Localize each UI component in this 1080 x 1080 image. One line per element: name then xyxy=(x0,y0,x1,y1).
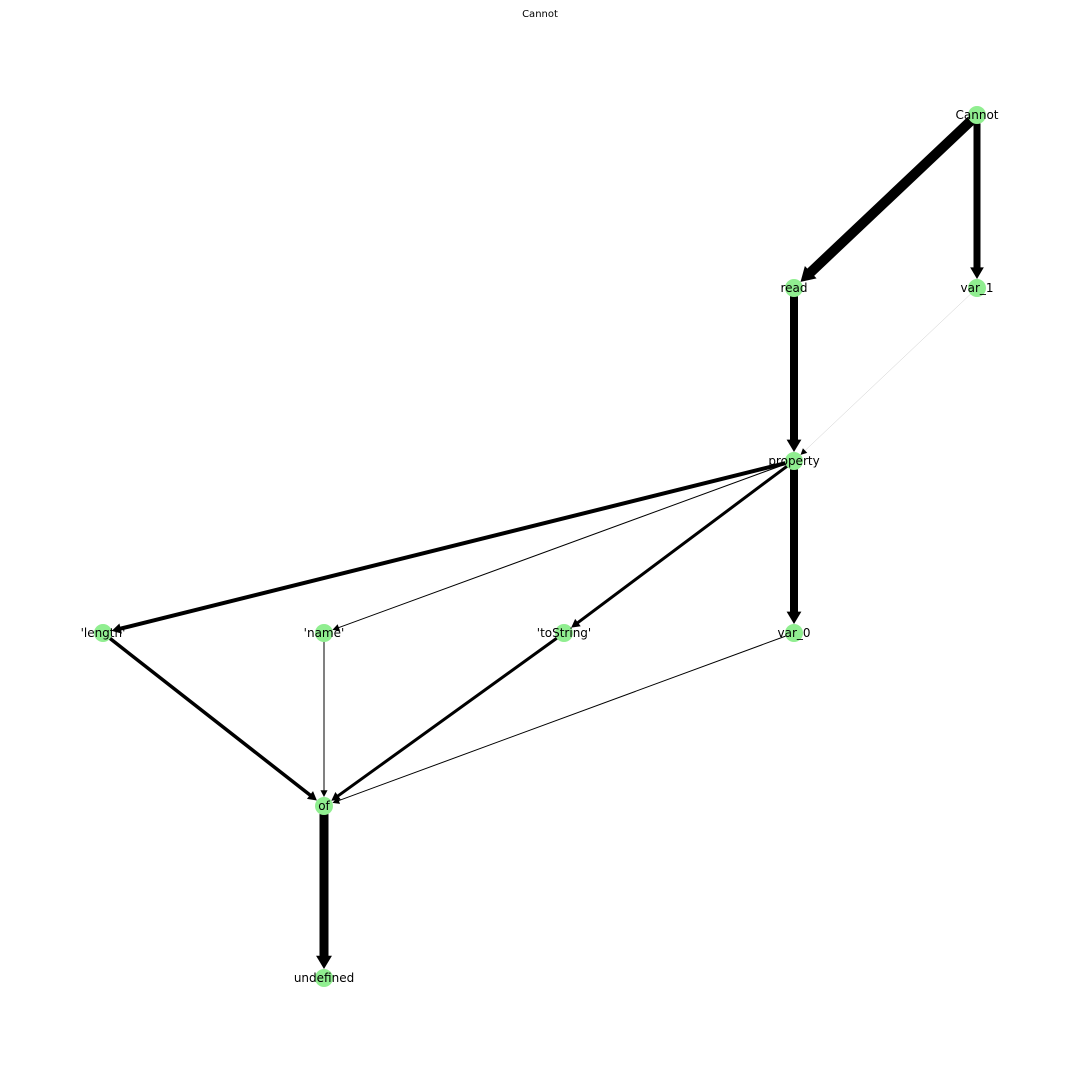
node-circle xyxy=(315,624,333,642)
arrowhead xyxy=(332,797,341,804)
edge-line xyxy=(336,636,559,798)
node-circle xyxy=(94,624,112,642)
arrowhead xyxy=(331,792,341,801)
graph-title: Cannot xyxy=(522,9,558,20)
edge-line xyxy=(805,116,976,278)
node-var_0: var_0 xyxy=(777,624,811,642)
arrowhead xyxy=(786,439,802,452)
edge-cannot-to-read xyxy=(800,116,976,282)
node-label: var_0 xyxy=(777,626,810,640)
arrowhead xyxy=(800,266,817,282)
edge-line xyxy=(338,635,787,802)
arrowhead xyxy=(320,790,328,797)
edge-property-to-var_0 xyxy=(786,466,802,624)
node-label: var_1 xyxy=(960,281,993,295)
node-label: property xyxy=(768,454,819,468)
arrowhead xyxy=(306,791,317,801)
edge-line xyxy=(108,636,312,797)
node-circle xyxy=(785,279,803,297)
node-read: read xyxy=(780,279,808,297)
node-circle xyxy=(315,969,333,987)
arrowhead xyxy=(786,611,802,624)
edge-line xyxy=(804,294,971,451)
node-undefined: undefined xyxy=(294,969,354,987)
node-label: read xyxy=(780,281,807,295)
node-label: undefined xyxy=(294,971,354,985)
edges-layer xyxy=(108,116,984,969)
arrowhead xyxy=(970,267,984,279)
node-label: Cannot xyxy=(956,108,999,122)
edge-line xyxy=(338,463,787,629)
edge-name-to-of xyxy=(320,641,328,797)
node-circle xyxy=(968,106,986,124)
arrowhead xyxy=(316,955,332,969)
edge-property-to-tostring xyxy=(571,464,789,628)
arrowhead xyxy=(332,624,341,631)
node-label: 'name' xyxy=(304,626,345,640)
edge-of-to-undefined xyxy=(316,810,332,969)
edge-var_0-to-of xyxy=(332,635,787,804)
arrowhead xyxy=(111,623,122,634)
node-circle xyxy=(968,279,986,297)
node-label: 'length' xyxy=(81,626,126,640)
node-label: 'toString' xyxy=(537,626,591,640)
edge-length-to-of xyxy=(108,636,317,801)
edge-line xyxy=(118,461,788,631)
node-length: 'length' xyxy=(81,624,126,642)
edge-property-to-name xyxy=(332,463,787,631)
nodes-layer: Cannot read var_1 property 'length' 'name' 'to… xyxy=(81,106,999,987)
arrowhead xyxy=(800,448,808,455)
node-circle xyxy=(315,797,333,815)
edge-tostring-to-of xyxy=(331,636,559,801)
node-tostring: 'toString' xyxy=(537,624,591,642)
edge-var_1-to-property xyxy=(800,294,971,455)
arrowhead xyxy=(571,618,581,628)
node-cannot: Cannot xyxy=(956,106,999,124)
node-label: of xyxy=(318,799,330,813)
edge-cannot-to-var_1 xyxy=(970,120,984,279)
node-property: property xyxy=(768,452,820,470)
node-var_1: var_1 xyxy=(960,279,994,297)
edge-line xyxy=(576,464,789,625)
node-of: of xyxy=(315,797,333,815)
node-name: 'name' xyxy=(304,624,345,642)
node-circle xyxy=(785,624,803,642)
node-circle xyxy=(785,452,803,470)
edge-read-to-property xyxy=(786,293,802,452)
edge-property-to-length xyxy=(111,461,788,634)
node-circle xyxy=(555,624,573,642)
